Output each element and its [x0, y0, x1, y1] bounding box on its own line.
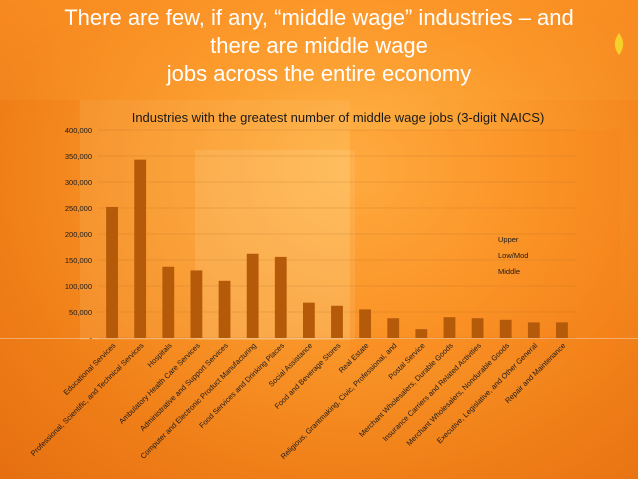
x-tick-label: Hospitals: [146, 341, 174, 369]
y-tick-label: 50,000: [69, 308, 92, 317]
bar: [274, 256, 287, 338]
x-tick-label: Merchant Wholesalers, Nondurable Goods: [405, 341, 512, 448]
x-tick-label: Professional, Scientific, and Technical …: [29, 341, 146, 458]
slide-title-line: jobs across the entire economy: [166, 61, 472, 86]
leaf-icon: [614, 33, 624, 55]
slide-title-line: there are middle wage: [210, 33, 428, 58]
bar: [527, 322, 540, 338]
y-tick-label: 250,000: [65, 204, 92, 213]
y-tick-label: 400,000: [65, 126, 92, 135]
legend-entry: Low/Mod: [498, 251, 528, 260]
bar: [471, 318, 484, 338]
bar: [190, 270, 203, 338]
x-tick-label: Educational Services: [62, 341, 118, 397]
bar: [499, 319, 512, 338]
y-tick-label: 150,000: [65, 256, 92, 265]
bar: [443, 317, 456, 338]
y-tick-label: -: [90, 334, 93, 343]
legend: Upper Low/Mod Middle: [498, 235, 528, 276]
y-tick-label: 300,000: [65, 178, 92, 187]
bar: [331, 305, 343, 338]
bar: [415, 329, 428, 338]
y-tick-label: 200,000: [65, 230, 92, 239]
bar: [106, 206, 118, 338]
x-tick-label: Executive, Legislative, and Other Genera…: [435, 341, 539, 445]
slide-title-line: There are few, if any, “middle wage” ind…: [64, 5, 574, 30]
bars: [106, 159, 568, 338]
y-tick-label: 350,000: [65, 152, 92, 161]
y-axis-ticks: - 50,000 100,000 150,000 200,000 250,000 300,0…: [65, 126, 93, 343]
bar: [302, 302, 315, 338]
bar: [246, 253, 259, 338]
bar: [556, 322, 568, 338]
bar: [134, 159, 147, 338]
legend-entry: Middle: [498, 267, 520, 276]
chart-title: Industries with the greatest number of m…: [132, 110, 545, 125]
slide-title: There are few, if any, “middle wage” ind…: [0, 4, 638, 88]
bar: [387, 318, 400, 338]
bar: [359, 309, 372, 338]
bar: [162, 266, 175, 338]
y-tick-label: 100,000: [65, 282, 92, 291]
bar: [218, 280, 231, 338]
legend-entry: Upper: [498, 235, 519, 244]
